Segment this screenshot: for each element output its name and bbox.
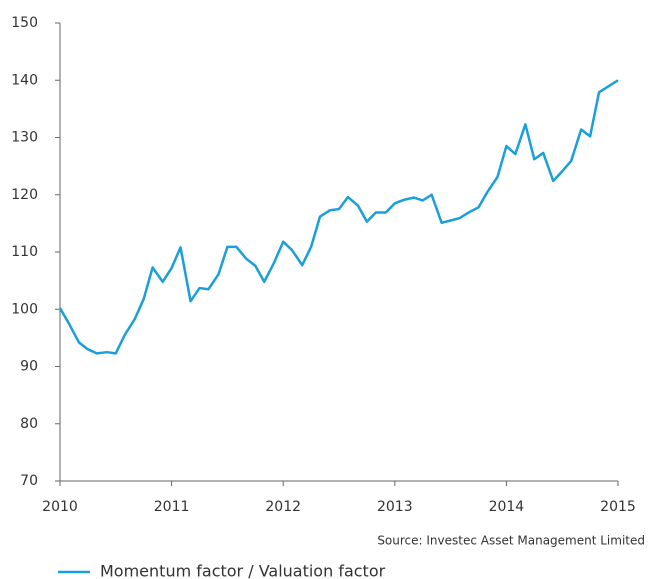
data-line [58, 79, 619, 355]
x-tick-label: 2015 [600, 499, 636, 515]
y-tick-label: 140 [11, 72, 38, 88]
x-tick-label: 2011 [154, 499, 190, 515]
y-tick-label: 110 [11, 244, 38, 260]
y-tick-label: 70 [20, 473, 38, 489]
x-tick-label: 2014 [489, 499, 525, 515]
y-tick-label: 120 [11, 187, 38, 203]
x-tick-label: 2013 [377, 499, 413, 515]
y-tick-label: 130 [11, 130, 38, 146]
y-tick-label: 100 [11, 301, 38, 317]
y-tick-label: 150 [11, 15, 38, 31]
y-tick-label: 90 [20, 359, 38, 375]
x-tick-label: 2012 [265, 499, 301, 515]
legend-label: Momentum factor / Valuation factor [100, 562, 386, 579]
y-tick-label: 80 [20, 416, 38, 432]
source-note: Source: Investec Asset Management Limite… [377, 534, 645, 548]
x-tick-label: 2010 [42, 499, 78, 515]
